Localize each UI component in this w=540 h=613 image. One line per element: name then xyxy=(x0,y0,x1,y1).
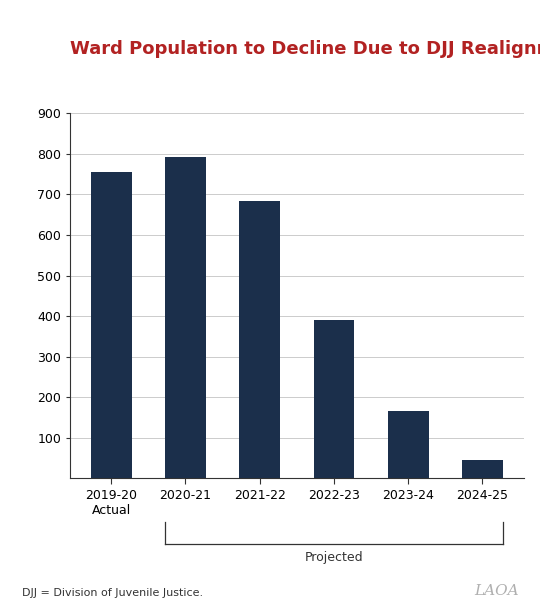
Bar xyxy=(314,320,354,478)
Bar xyxy=(91,172,132,478)
Text: Figure 3: Figure 3 xyxy=(14,10,78,24)
Text: Projected: Projected xyxy=(305,551,363,564)
Bar xyxy=(388,411,429,478)
Text: LAOA: LAOA xyxy=(474,584,518,598)
Bar xyxy=(239,200,280,478)
Text: Ward Population to Decline Due to DJJ Realignment: Ward Population to Decline Due to DJJ Re… xyxy=(70,40,540,58)
Bar xyxy=(462,460,503,478)
Text: DJJ = Division of Juvenile Justice.: DJJ = Division of Juvenile Justice. xyxy=(22,588,202,598)
Bar xyxy=(165,157,206,478)
